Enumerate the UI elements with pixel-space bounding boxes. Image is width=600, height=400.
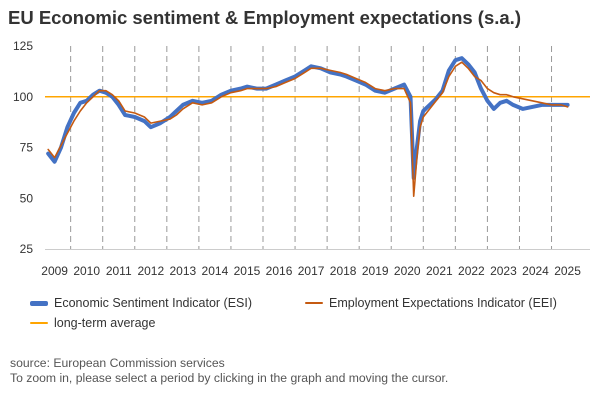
x-tick-label: 2011 <box>106 264 132 278</box>
y-tick-label: 50 <box>20 191 34 205</box>
x-tick-label: 2022 <box>458 264 485 278</box>
source-text: source: European Commission services <box>10 356 225 370</box>
esi-line[interactable] <box>46 56 570 180</box>
x-tick-label: 2013 <box>170 264 197 278</box>
legend-swatch-avg <box>30 322 48 324</box>
y-tick-label: 75 <box>20 141 34 155</box>
legend-label-esi: Economic Sentiment Indicator (ESI) <box>54 296 252 310</box>
x-tick-label: 2012 <box>137 264 164 278</box>
y-tick-label: 100 <box>13 90 33 104</box>
x-tick-label: 2017 <box>298 264 325 278</box>
x-tick-label: 2025 <box>554 264 581 278</box>
x-tick-label: 2024 <box>522 264 549 278</box>
x-tick-label: 2014 <box>202 264 229 278</box>
legend-item-eei[interactable]: Employment Expectations Indicator (EEI) <box>305 296 557 310</box>
axis-layer: 25 50 75 100 125 2009 2010 2011 2012 2013 2014 2015… <box>13 39 590 278</box>
grid-layer <box>70 46 553 249</box>
x-tick-label: 2018 <box>330 264 357 278</box>
legend-item-esi[interactable]: Economic Sentiment Indicator (ESI) <box>30 296 252 310</box>
zoom-hint: To zoom in, please select a period by cl… <box>10 371 449 385</box>
source-notes: source: European Commission services To … <box>10 356 448 386</box>
x-tick-label: 2016 <box>266 264 293 278</box>
x-tick-label: 2019 <box>362 264 389 278</box>
y-tick-label: 125 <box>13 39 33 53</box>
legend-item-avg[interactable]: long-term average <box>30 316 155 330</box>
y-tick-label: 25 <box>20 242 34 256</box>
legend-label-eei: Employment Expectations Indicator (EEI) <box>329 296 557 310</box>
legend-label-avg: long-term average <box>54 316 156 330</box>
x-tick-label: 2010 <box>73 264 100 278</box>
x-tick-label: 2021 <box>426 264 453 278</box>
x-tick-label: 2023 <box>490 264 517 278</box>
x-tick-label: 2009 <box>41 264 68 278</box>
chart-title: EU Economic sentiment & Employment expec… <box>8 7 521 28</box>
legend-swatch-esi <box>30 300 48 306</box>
eei-line[interactable] <box>47 61 569 197</box>
x-tick-label: 2020 <box>394 264 421 278</box>
x-tick-label: 2015 <box>234 264 261 278</box>
series-layer <box>45 56 590 197</box>
legend-swatch-eei <box>305 302 323 304</box>
